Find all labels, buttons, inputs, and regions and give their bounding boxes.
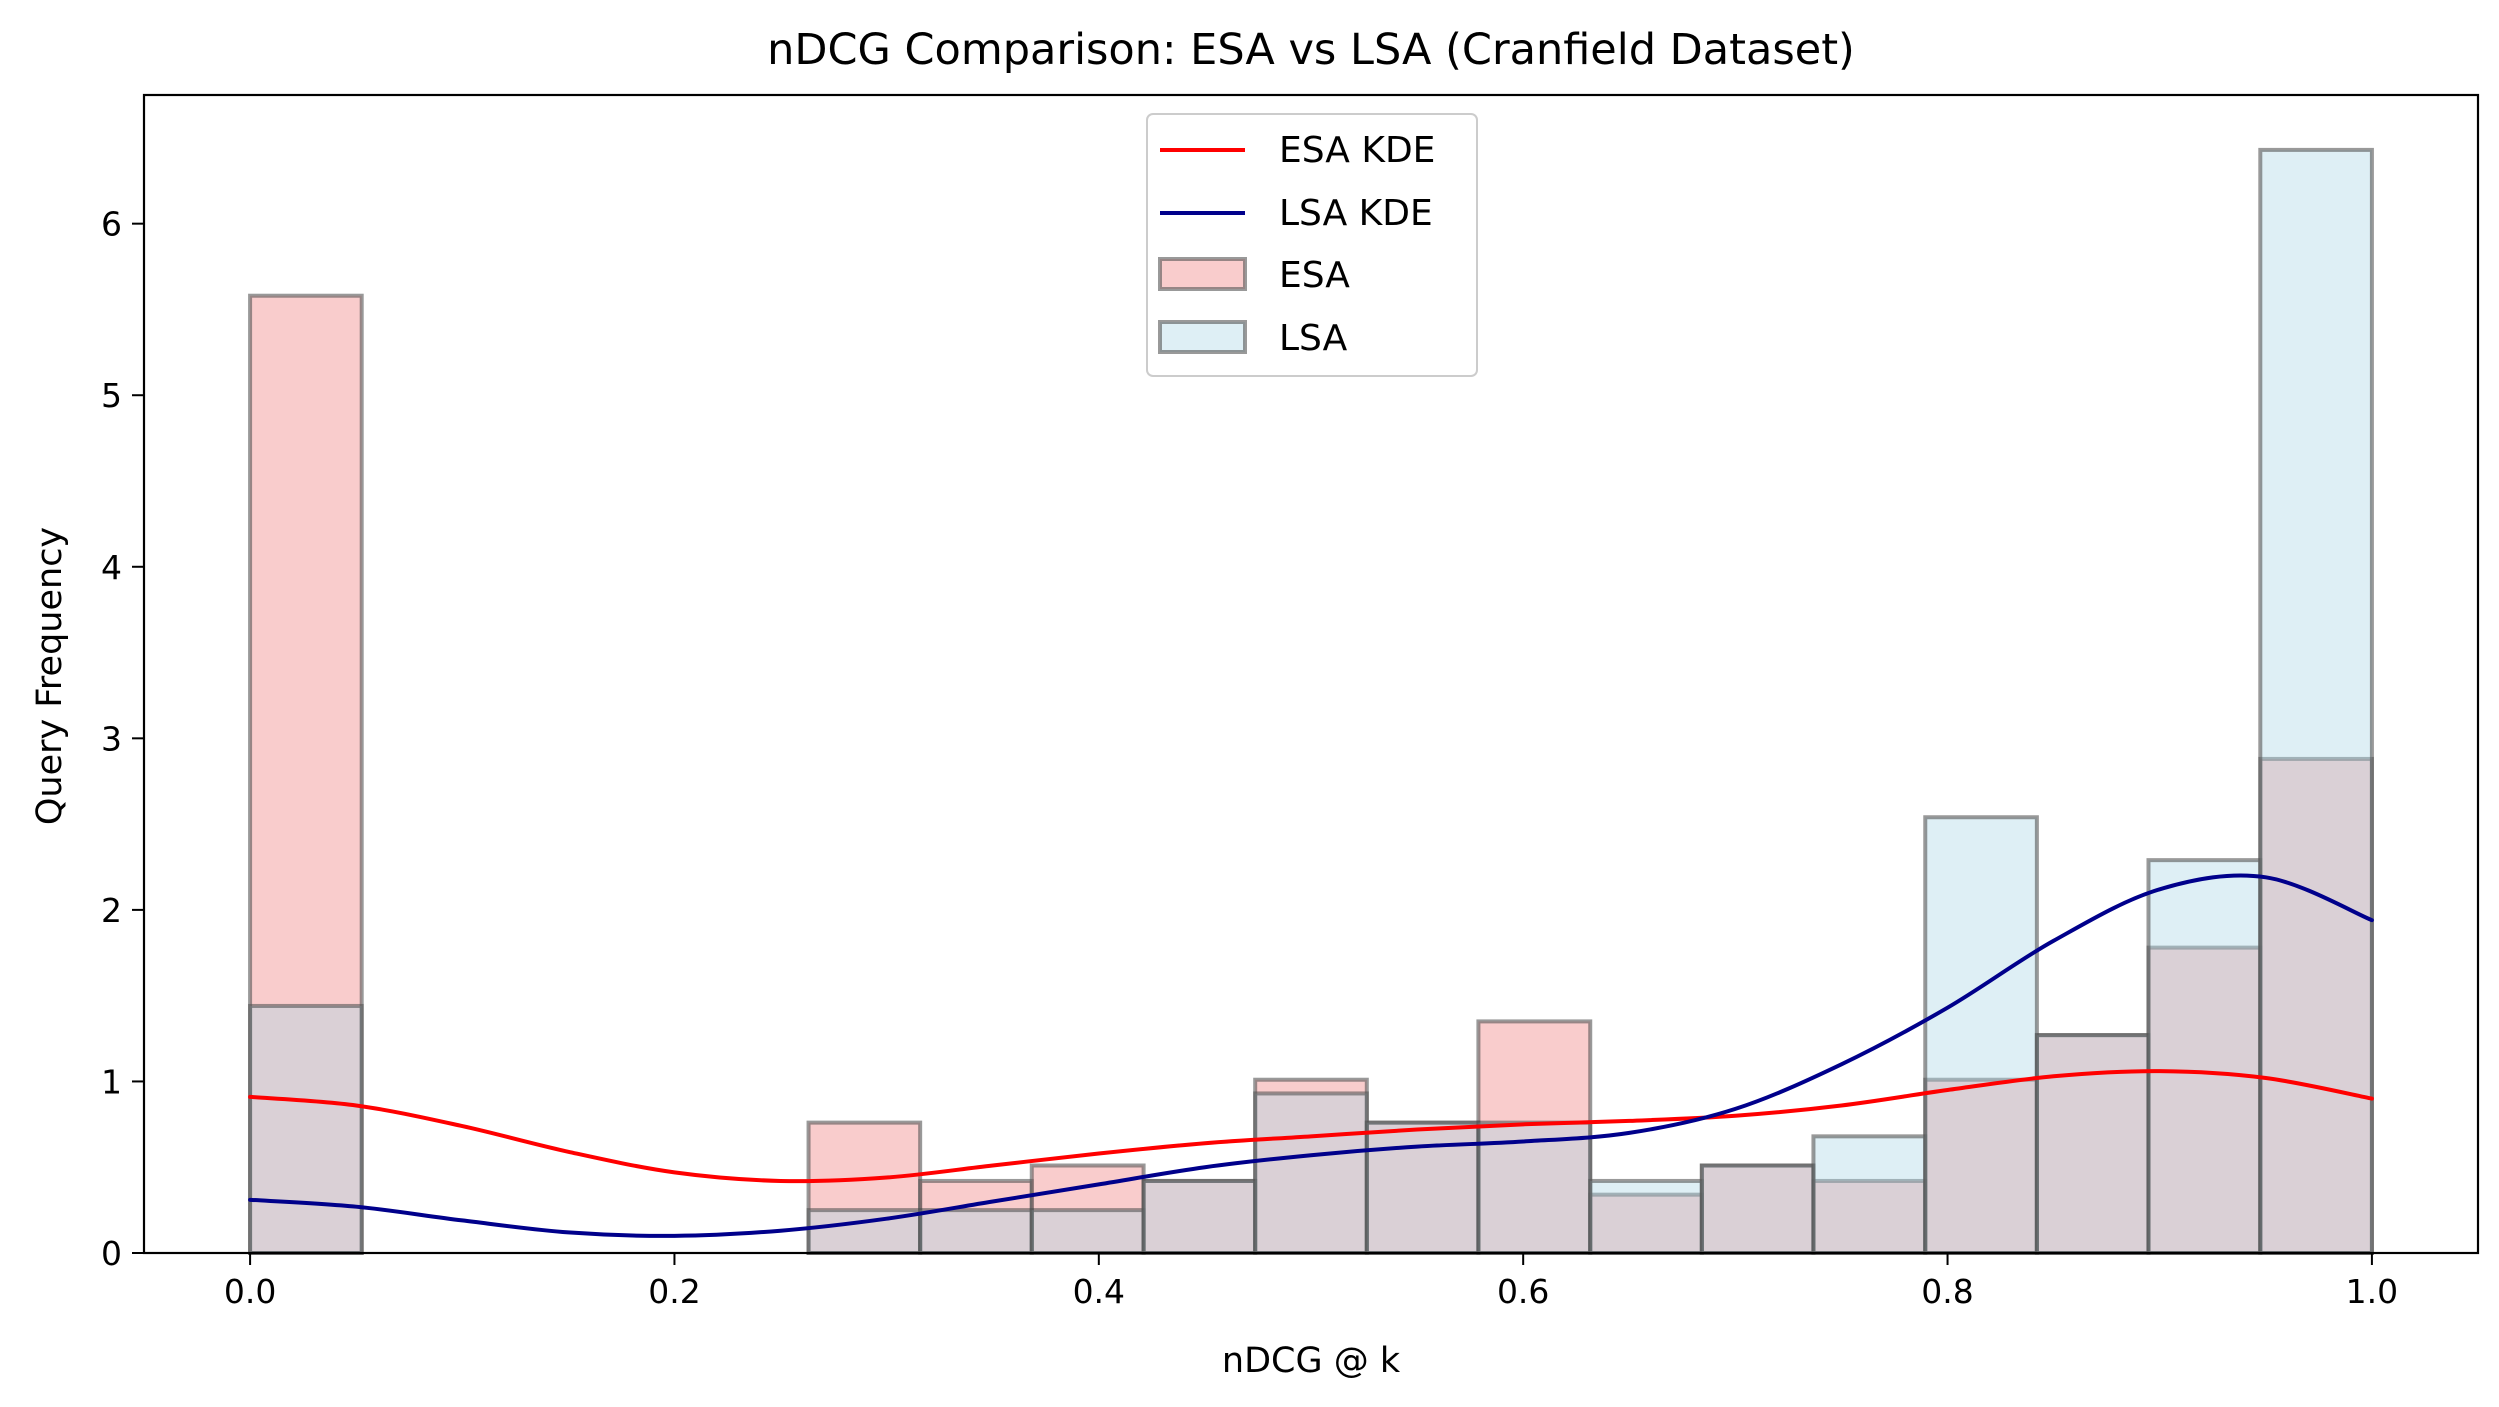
- x-tick-label: 0.0: [224, 1272, 276, 1311]
- lsa-bar-8: [1141, 1178, 1258, 1255]
- plot-frame: [142, 93, 2480, 1255]
- lsa-bar-15: [1923, 815, 2039, 1255]
- lsa-bar-6: [918, 1208, 1034, 1255]
- esa-kde-line: [248, 1069, 2374, 1184]
- x-tick-label: 0.8: [1921, 1272, 1973, 1311]
- lsa-bar-17: [2146, 858, 2263, 1255]
- y-tick-label: 2: [101, 891, 122, 930]
- legend-label-lsa: LSA: [1279, 318, 1348, 359]
- esa-bar-17: [2146, 945, 2263, 1255]
- legend-label-esa-kde: ESA KDE: [1279, 130, 1435, 171]
- x-tick-label: 0.4: [1073, 1272, 1125, 1311]
- lsa-bar-7: [1029, 1208, 1146, 1255]
- x-tick-label: 0.6: [1497, 1272, 1549, 1311]
- lsa-bar-18: [2258, 147, 2374, 1255]
- lsa-bar-12: [1588, 1178, 1704, 1255]
- x-tick-label: 0.2: [648, 1272, 700, 1311]
- lsa-bar-14: [1811, 1134, 1928, 1255]
- lsa-bar-9: [1253, 1091, 1369, 1256]
- lsa-bar-10: [1364, 1120, 1481, 1256]
- esa-bar-0: [248, 293, 364, 1256]
- lsa-kde-line: [248, 873, 2374, 1238]
- esa-bar-15: [1923, 1077, 2039, 1255]
- y-axis-label: Query Frequency: [30, 527, 70, 825]
- lsa-bar-0: [248, 1003, 364, 1256]
- legend: ESA KDE LSA KDE ESA LSA: [1146, 113, 1478, 377]
- x-axis-label: nDCG @ k: [1222, 1341, 1401, 1381]
- x-tick-label: 1.0: [2346, 1272, 2398, 1311]
- lsa-bar-13: [1699, 1163, 1816, 1256]
- bars-layer: [248, 147, 2374, 1256]
- y-tick-label: 6: [101, 205, 122, 244]
- y-tick-label: 1: [101, 1062, 122, 1101]
- x-axis-ticks: 0.0 0.2 0.4 0.6 0.8 1.0: [224, 1253, 2398, 1311]
- esa-bar-5: [806, 1120, 923, 1256]
- legend-label-esa: ESA: [1279, 255, 1350, 296]
- legend-swatch-esa: [1158, 257, 1247, 291]
- kde-lines-layer: [248, 873, 2374, 1238]
- y-tick-label: 0: [101, 1234, 122, 1273]
- legend-swatch-lsa: [1158, 320, 1247, 354]
- esa-bar-18: [2258, 756, 2374, 1255]
- lsa-bar-16: [2034, 1033, 2151, 1255]
- y-axis-ticks: 0 1 2 3 4 5 6: [101, 205, 144, 1273]
- y-tick-label: 4: [101, 548, 122, 587]
- chart-title: nDCG Comparison: ESA vs LSA (Cranfield D…: [767, 25, 1855, 75]
- legend-label-lsa-kde: LSA KDE: [1279, 193, 1433, 234]
- y-tick-label: 5: [101, 376, 122, 415]
- y-tick-label: 3: [101, 719, 122, 758]
- legend-box: [1146, 113, 1478, 377]
